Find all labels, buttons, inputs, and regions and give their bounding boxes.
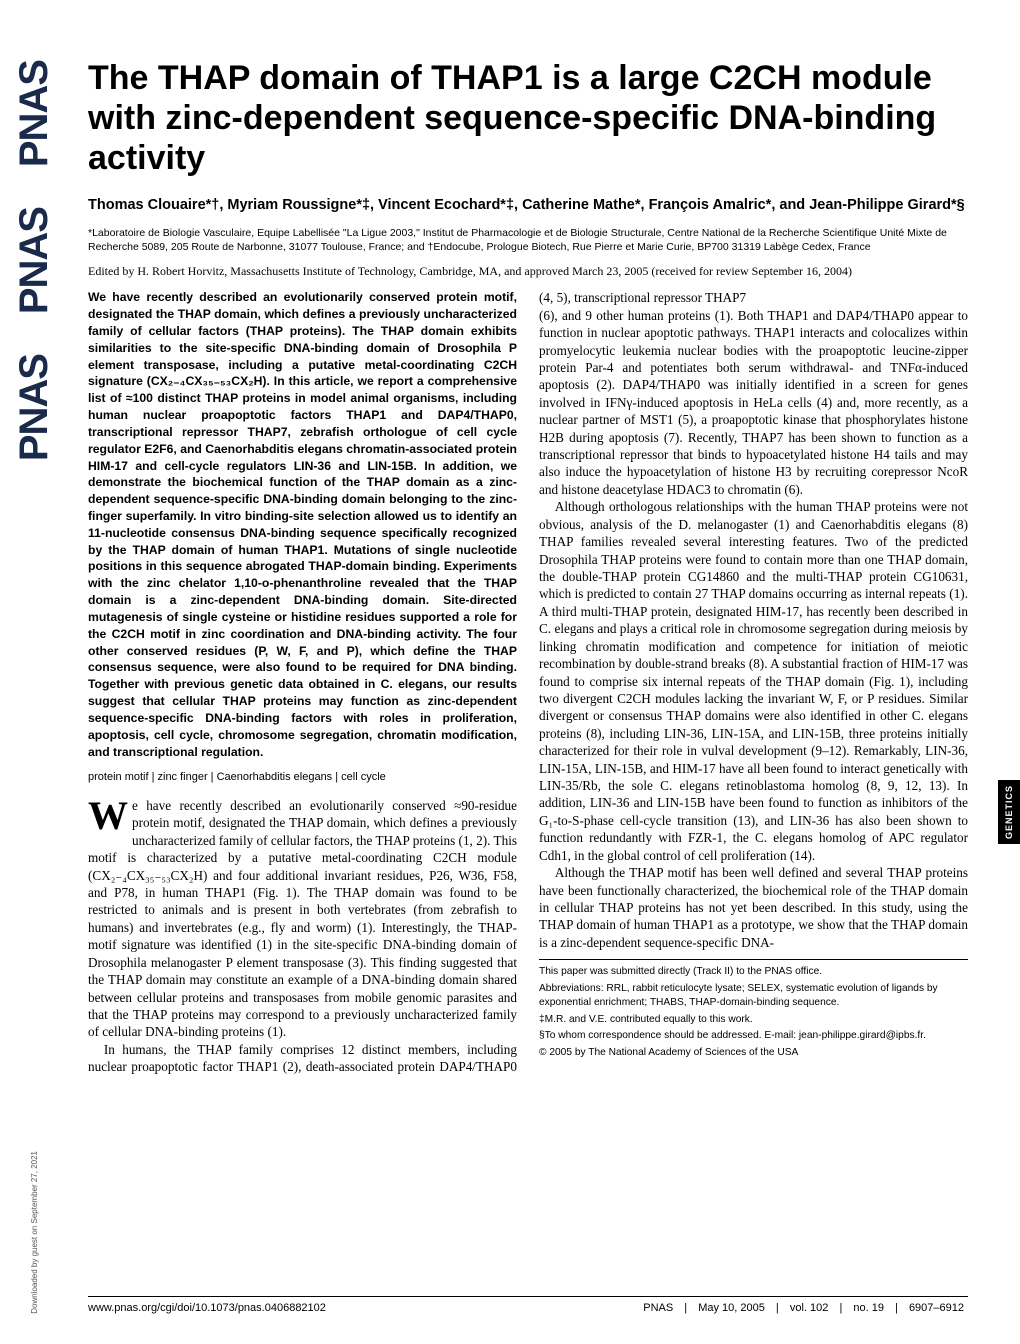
- abstract-block: We have recently described an evolutiona…: [88, 289, 517, 760]
- sep-1: |: [684, 1302, 687, 1314]
- sep-2: |: [776, 1302, 779, 1314]
- body-p5: Although the THAP motif has been well de…: [539, 864, 968, 951]
- footer-pages: 6907–6912: [909, 1302, 964, 1314]
- body-p4: Although orthologous relationships with …: [539, 498, 968, 864]
- footer-doi: www.pnas.org/cgi/doi/10.1073/pnas.040688…: [88, 1302, 326, 1314]
- footnote-2: Abbreviations: RRL, rabbit reticulocyte …: [539, 982, 968, 1010]
- download-note: Downloaded by guest on September 27, 202…: [30, 1151, 39, 1314]
- journal-sidebar: PNAS PNAS PNAS: [6, 60, 62, 1260]
- footer-date: May 10, 2005: [698, 1302, 765, 1314]
- footnotes-block: This paper was submitted directly (Track…: [539, 959, 968, 1060]
- edited-by-line: Edited by H. Robert Horvitz, Massachuset…: [88, 264, 968, 279]
- footnote-1: This paper was submitted directly (Track…: [539, 965, 968, 979]
- body-p1: We have recently described an evolutiona…: [88, 797, 517, 1041]
- pnas-logo-1: PNAS: [12, 60, 57, 167]
- section-tab: GENETICS: [998, 780, 1020, 844]
- footer-no: no. 19: [853, 1302, 884, 1314]
- author-line: Thomas Clouaire*†, Myriam Roussigne*‡, V…: [88, 196, 968, 216]
- footer-vol: vol. 102: [790, 1302, 829, 1314]
- two-column-body: We have recently described an evolutiona…: [88, 289, 968, 1075]
- footnote-4: §To whom correspondence should be addres…: [539, 1029, 968, 1043]
- sep-3: |: [839, 1302, 842, 1314]
- affiliations: *Laboratoire de Biologie Vasculaire, Equ…: [88, 226, 968, 254]
- footer-journal: PNAS: [643, 1302, 673, 1314]
- footnote-5: © 2005 by The National Academy of Scienc…: [539, 1046, 968, 1060]
- page-content: The THAP domain of THAP1 is a large C2CH…: [88, 58, 968, 1076]
- section-tab-label: GENETICS: [1004, 785, 1014, 839]
- pnas-logo-2: PNAS: [12, 207, 57, 314]
- article-title: The THAP domain of THAP1 is a large C2CH…: [88, 58, 968, 178]
- page-footer: www.pnas.org/cgi/doi/10.1073/pnas.040688…: [88, 1296, 968, 1314]
- sep-4: |: [895, 1302, 898, 1314]
- footer-citation: PNAS | May 10, 2005 | vol. 102 | no. 19 …: [639, 1302, 968, 1314]
- keywords-line: protein motif | zinc finger | Caenorhabd…: [88, 770, 517, 785]
- pnas-logo-3: PNAS: [12, 354, 57, 461]
- body-p3: (6), and 9 other human proteins (1). Bot…: [539, 307, 968, 499]
- footnote-3: ‡M.R. and V.E. contributed equally to th…: [539, 1013, 968, 1027]
